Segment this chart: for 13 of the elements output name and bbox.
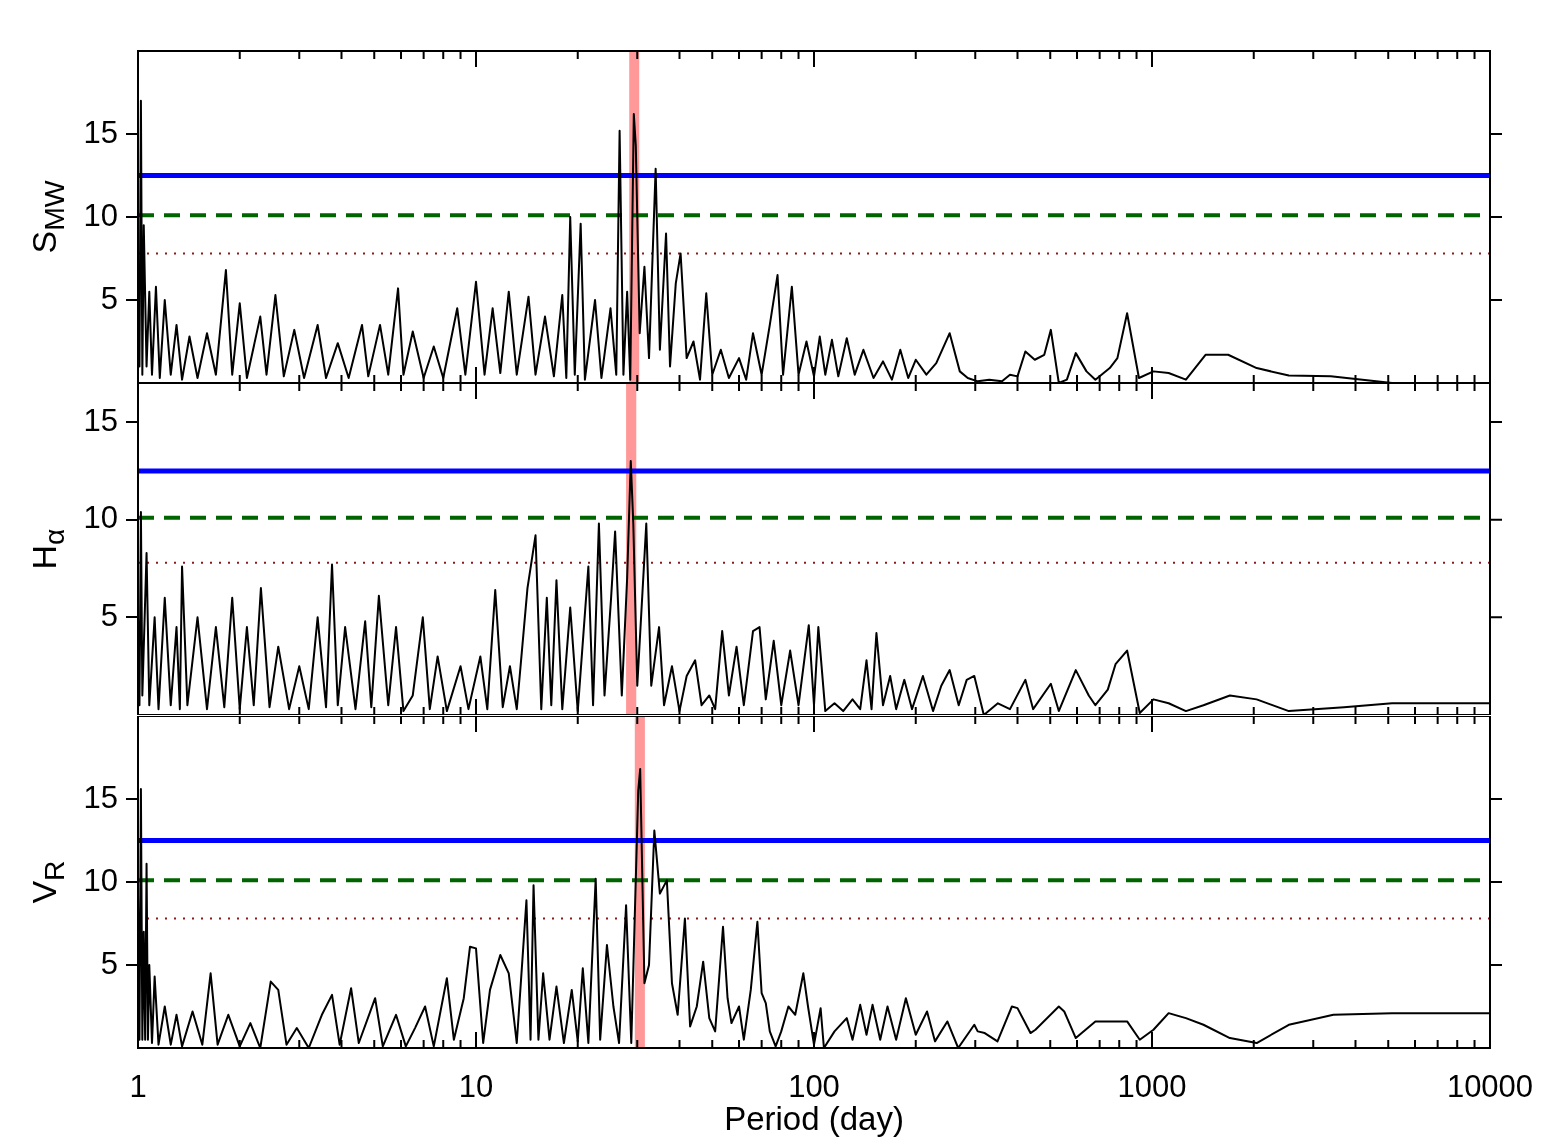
y-tick-label: 10	[83, 197, 118, 233]
x-tick-label: 10	[458, 1068, 494, 1104]
y-tick-label: 10	[83, 500, 118, 536]
y-tick-label: 5	[100, 598, 118, 634]
y-tick-label: 5	[100, 945, 118, 981]
y-tick-label: 10	[83, 862, 118, 898]
x-tick-label: 10000	[1446, 1068, 1534, 1104]
x-tick-label: 1	[129, 1068, 147, 1104]
y-tick-label: 5	[100, 280, 118, 316]
x-tick-label: 1000	[1117, 1068, 1187, 1104]
y-tick-label: 15	[83, 402, 118, 438]
y-tick-label: 15	[83, 779, 118, 815]
y-tick-label: 15	[83, 114, 118, 150]
